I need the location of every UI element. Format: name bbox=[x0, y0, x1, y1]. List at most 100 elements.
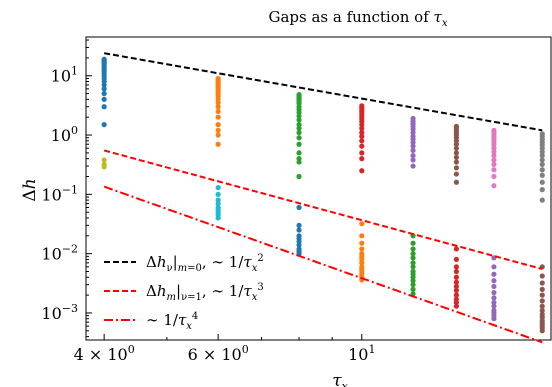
scatter-point-2-17 bbox=[215, 132, 221, 138]
y-tick-label-1: 100 bbox=[51, 124, 78, 145]
scatter-point-3-0 bbox=[215, 184, 221, 191]
scatter-point-4-9 bbox=[296, 113, 302, 119]
scatter-point-15-5 bbox=[539, 298, 545, 304]
scatter-point-9-1 bbox=[410, 240, 416, 246]
scatter-point-11-4 bbox=[453, 274, 459, 280]
scatter-point-14-7 bbox=[539, 153, 545, 159]
fit-line-0 bbox=[103, 52, 543, 132]
y-tick-label-3: 10−2 bbox=[41, 243, 78, 264]
scatter-point-12-8 bbox=[491, 149, 497, 155]
scatter-point-12-10 bbox=[491, 157, 497, 163]
scatter-point-5-6 bbox=[296, 242, 302, 248]
scatter-point-13-12 bbox=[491, 316, 497, 322]
scatter-point-2-18 bbox=[215, 141, 221, 147]
scatter-point-10-9 bbox=[453, 150, 459, 156]
scatter-point-9-5 bbox=[410, 260, 416, 266]
scatter-point-4-18 bbox=[296, 159, 302, 165]
scatter-point-1-2 bbox=[101, 164, 107, 170]
scatter-point-14-10 bbox=[539, 167, 545, 173]
scatter-point-0-12 bbox=[101, 82, 107, 88]
scatter-point-4-15 bbox=[296, 141, 302, 147]
scatter-point-8-5 bbox=[410, 129, 416, 136]
x-tick-label-1: 6 × 100 bbox=[188, 343, 249, 364]
chart-lines bbox=[103, 52, 543, 344]
scatter-point-12-13 bbox=[491, 173, 497, 180]
legend-label-0: Δhν|m=0, ∼ 1/τx2 bbox=[146, 253, 264, 274]
scatter-point-10-8 bbox=[453, 145, 459, 151]
scatter-point-10-11 bbox=[453, 159, 459, 165]
scatter-point-11-6 bbox=[453, 283, 459, 290]
scatter-point-2-11 bbox=[215, 100, 221, 106]
scatter-point-6-11 bbox=[359, 133, 365, 139]
scatter-point-7-3 bbox=[359, 246, 365, 252]
scatter-point-11-11 bbox=[453, 303, 459, 309]
scatter-point-8-12 bbox=[410, 157, 416, 163]
scatter-point-13-5 bbox=[491, 290, 497, 296]
scatter-point-14-6 bbox=[539, 149, 545, 155]
scatter-point-9-12 bbox=[410, 286, 416, 292]
scatter-point-15-3 bbox=[539, 286, 545, 292]
scatter-point-3-8 bbox=[215, 215, 221, 221]
scatter-point-11-10 bbox=[453, 299, 459, 306]
fit-line-2 bbox=[103, 185, 543, 344]
scatter-point-8-10 bbox=[410, 147, 416, 154]
scatter-point-6-12 bbox=[359, 138, 365, 144]
chart-title: Gaps as a function of τx bbox=[269, 8, 448, 29]
scatter-point-4-14 bbox=[296, 135, 302, 141]
scatter-point-7-1 bbox=[359, 233, 365, 239]
scatter-point-2-16 bbox=[215, 127, 221, 133]
scatter-point-8-13 bbox=[410, 163, 416, 169]
legend-label-2: ∼ 1/τx4 bbox=[146, 311, 198, 332]
scatter-point-12-9 bbox=[491, 153, 497, 159]
scatter-point-14-8 bbox=[539, 157, 545, 163]
scatter-point-9-2 bbox=[410, 246, 416, 252]
chart-legend: Δhν|m=0, ∼ 1/τx2 Δhm|ν=1, ∼ 1/τx3 ∼ 1/τx4 bbox=[104, 253, 264, 332]
scatter-point-14-9 bbox=[539, 161, 545, 167]
scatter-point-4-13 bbox=[296, 129, 302, 136]
scatter-point-0-14 bbox=[101, 90, 107, 97]
y-axis-label: Δh bbox=[20, 178, 40, 201]
scatter-point-10-12 bbox=[453, 165, 459, 171]
x-tick-label-0: 4 × 100 bbox=[74, 343, 135, 364]
scatter-point-13-7 bbox=[491, 299, 497, 306]
scatter-point-14-5 bbox=[539, 145, 545, 151]
scatter-point-11-1 bbox=[453, 256, 459, 262]
y-tick-label-4: 10−3 bbox=[41, 302, 78, 323]
scatter-point-6-16 bbox=[359, 168, 365, 174]
x-tick-label-2: 101 bbox=[348, 343, 375, 364]
scatter-point-9-3 bbox=[410, 251, 416, 257]
scatter-point-14-12 bbox=[539, 179, 545, 185]
scatter-point-9-11 bbox=[410, 282, 416, 288]
y-tick-label-0: 101 bbox=[51, 65, 78, 86]
scatter-point-11-0 bbox=[453, 246, 459, 252]
scatter-point-6-13 bbox=[359, 143, 365, 149]
scatter-point-7-2 bbox=[359, 240, 365, 246]
scatter-point-12-11 bbox=[491, 161, 497, 167]
scatter-point-15-7 bbox=[539, 307, 545, 314]
scatter-point-5-0 bbox=[296, 204, 302, 211]
scatter-point-15-2 bbox=[539, 280, 545, 286]
scatter-point-8-8 bbox=[410, 139, 416, 146]
scatter-point-6-8 bbox=[359, 122, 365, 128]
scatter-point-12-14 bbox=[491, 183, 497, 189]
scatter-point-2-13 bbox=[215, 108, 221, 115]
scatter-point-8-9 bbox=[410, 143, 416, 149]
scatter-point-10-7 bbox=[453, 141, 459, 147]
scatter-point-9-4 bbox=[410, 255, 416, 261]
scatter-point-2-12 bbox=[215, 104, 221, 110]
scatter-point-13-2 bbox=[491, 271, 497, 277]
scatter-point-13-1 bbox=[491, 264, 497, 270]
scatter-point-7-0 bbox=[359, 221, 365, 227]
scatter-point-10-13 bbox=[453, 171, 459, 177]
scatter-point-2-14 bbox=[215, 114, 221, 120]
scatter-point-11-8 bbox=[453, 292, 459, 298]
plot-frame bbox=[85, 36, 552, 341]
scatter-point-14-11 bbox=[539, 172, 545, 178]
scatter-point-12-12 bbox=[491, 167, 497, 173]
scatter-point-15-4 bbox=[539, 292, 545, 298]
scatter-point-8-11 bbox=[410, 153, 416, 159]
scatter-point-11-3 bbox=[453, 268, 459, 275]
scatter-point-4-19 bbox=[296, 173, 302, 180]
scatter-point-9-10 bbox=[410, 278, 416, 284]
